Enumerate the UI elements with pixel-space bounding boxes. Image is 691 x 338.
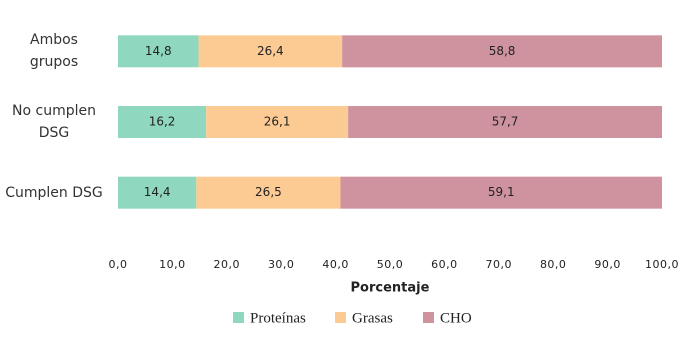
y-tick-label: No cumplen DSG [12,103,96,141]
x-axis-label: Porcentaje [351,281,430,296]
legend-label: CHO [440,310,472,326]
bar-segment [348,106,662,138]
legend-swatch [423,312,434,323]
value-label: 16,2 [149,115,176,129]
x-tick-label: 100,0 [645,258,679,271]
bar-segment [118,35,199,68]
x-tick-label: 40,0 [322,258,349,271]
value-label: 14,4 [144,185,171,199]
x-tick-label: 80,0 [540,258,567,271]
value-label: 57,7 [492,115,519,129]
legend-swatch [233,312,244,323]
value-label: 59,1 [488,185,515,199]
bar-segment [342,35,662,68]
x-tick-label: 30,0 [268,258,295,271]
y-tick-label: Ambos grupos [29,32,79,71]
legend-label: Grasas [352,310,393,326]
bar-segment [206,106,349,138]
legend-label: Proteínas [250,310,306,326]
bar-segment [340,176,662,209]
legend-swatch [335,312,346,323]
value-label: 58,8 [489,44,516,58]
bar-segment [198,35,343,68]
y-tick-label: Cumplen DSG [5,184,103,201]
x-tick-label: 10,0 [159,258,186,271]
value-label: 26,4 [257,44,284,58]
bar-segment [118,176,197,209]
x-tick-label: 70,0 [486,258,513,271]
bar-segment [196,176,341,209]
x-tick-label: 50,0 [377,258,404,271]
value-label: 14,8 [145,44,172,58]
value-label: 26,5 [255,185,282,199]
x-tick-label: 0,0 [109,258,128,271]
x-tick-label: 20,0 [214,258,241,271]
x-tick-label: 90,0 [594,258,621,271]
value-label: 26,1 [264,115,291,129]
bar-segment [118,106,207,138]
x-tick-label: 60,0 [431,258,458,271]
